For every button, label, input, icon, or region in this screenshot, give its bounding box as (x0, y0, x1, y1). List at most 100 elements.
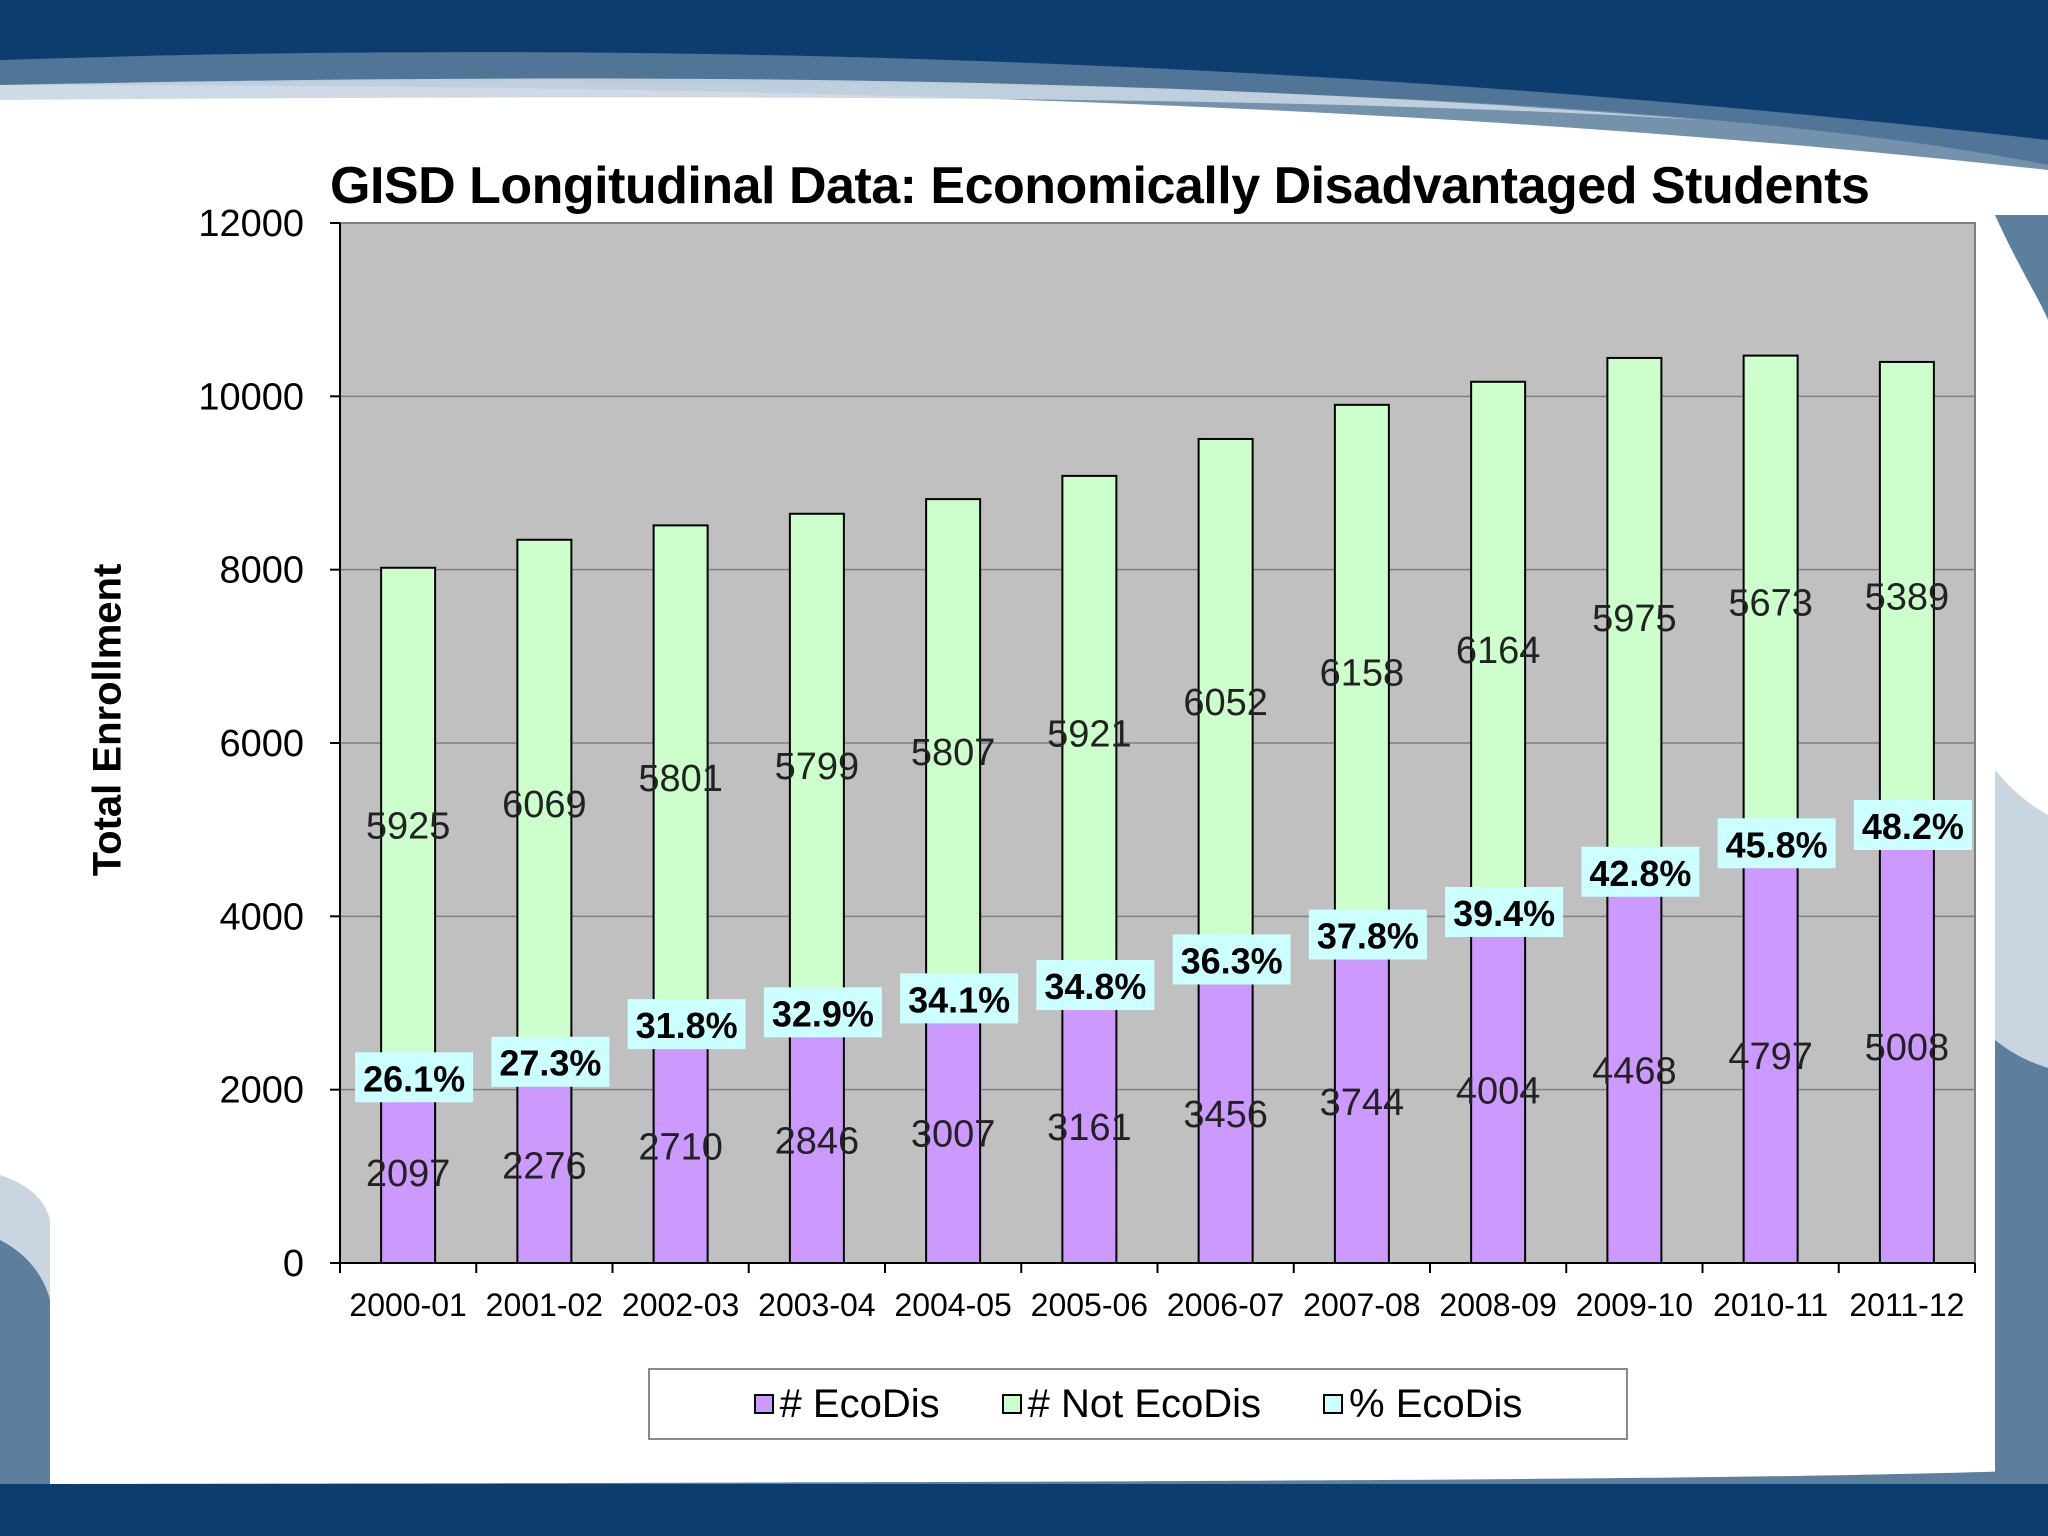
data-label-not-ecodis: 6052 (1183, 682, 1268, 724)
data-label-ecodis: 3007 (911, 1114, 996, 1156)
bar-ecodis (1333, 937, 1390, 1265)
legend-label-not-ecodis: # Not EcoDis (1027, 1381, 1262, 1426)
data-label-pct-ecodis: 37.8% (1317, 916, 1419, 957)
data-label-not-ecodis: 5673 (1728, 582, 1813, 624)
data-label-pct-ecodis: 34.8% (1044, 966, 1146, 1007)
y-tick-label: 6000 (219, 723, 304, 765)
pct-label-box (1172, 934, 1291, 985)
bar-not-ecodis (788, 512, 845, 1018)
legend-item-ecodis: # EcoDis (753, 1381, 940, 1427)
x-tick-label: 2010-11 (1713, 1287, 1828, 1323)
y-tick-label: 8000 (219, 550, 304, 592)
x-tick-label: 2001-02 (486, 1287, 603, 1323)
pct-label-box (1445, 886, 1564, 937)
data-label-pct-ecodis: 39.4% (1453, 893, 1555, 934)
x-tick-label: 2005-06 (1031, 1287, 1148, 1323)
bar-ecodis (1061, 988, 1118, 1265)
bar-not-ecodis (1742, 354, 1799, 849)
data-label-ecodis: 2097 (366, 1153, 451, 1195)
gridlines (340, 222, 1975, 1091)
bar-not-ecodis (380, 566, 437, 1083)
pct-label-box (491, 1036, 610, 1087)
y-tick-label: 10000 (198, 376, 304, 418)
legend-label-pct-ecodis: % EcoDis (1349, 1381, 1523, 1426)
legend: # EcoDis # Not EcoDis % EcoDis (648, 1368, 1628, 1440)
pct-label-box (627, 999, 746, 1050)
data-label-not-ecodis: 6069 (502, 784, 587, 826)
data-label-ecodis: 3456 (1183, 1094, 1268, 1136)
data-label-ecodis: 2276 (502, 1145, 587, 1187)
data-label-pct-ecodis: 26.1% (363, 1058, 465, 1099)
pct-label-box (355, 1052, 474, 1103)
data-label-ecodis: 4797 (1728, 1036, 1813, 1078)
data-label-pct-ecodis: 42.8% (1589, 853, 1691, 894)
data-label-not-ecodis: 5807 (911, 732, 996, 774)
data-label-pct-ecodis: 34.1% (908, 979, 1010, 1020)
legend-swatch-ecodis (753, 1394, 774, 1414)
data-label-pct-ecodis: 27.3% (499, 1043, 601, 1084)
data-label-pct-ecodis: 45.8% (1726, 824, 1828, 865)
bar-not-ecodis (1606, 356, 1663, 877)
bar-not-ecodis (925, 498, 982, 1004)
pct-label-box (763, 987, 882, 1038)
x-tick-label: 2003-04 (758, 1287, 875, 1323)
bar-ecodis (1878, 827, 1935, 1264)
pct-label-box (1853, 799, 1972, 850)
y-tick-label: 4000 (219, 896, 304, 938)
bars (380, 354, 1935, 1265)
bar-not-ecodis (1878, 360, 1935, 830)
data-label-pct-ecodis: 31.8% (636, 1005, 738, 1046)
legend-item-pct-ecodis: % EcoDis (1323, 1382, 1522, 1427)
legend-swatch-not-ecodis (1001, 1394, 1022, 1414)
data-labels: 2097 5925 26.1% 2276 6069 27.3% 2710 5801 31.8% 2… (355, 576, 1972, 1195)
y-tick-label: 2000 (219, 1070, 304, 1112)
y-axis-title-text: Total Enrollment (85, 563, 130, 877)
data-label-ecodis: 2846 (775, 1121, 860, 1163)
pct-label-box (1308, 909, 1427, 960)
bar-ecodis (1197, 962, 1254, 1264)
data-label-not-ecodis: 5921 (1047, 713, 1132, 755)
chart-title: GISD Longitudinal Data: Economically Dis… (330, 157, 1870, 215)
x-tick-label: 2004-05 (894, 1287, 1011, 1323)
bar-ecodis (1742, 846, 1799, 1264)
data-label-ecodis: 3161 (1047, 1107, 1132, 1149)
data-label-ecodis: 3744 (1320, 1082, 1405, 1124)
data-label-not-ecodis: 5389 (1865, 576, 1950, 618)
data-label-not-ecodis: 5975 (1592, 598, 1677, 640)
legend-label-ecodis: # EcoDis (779, 1381, 940, 1426)
legend-swatch-pct-ecodis (1323, 1394, 1344, 1414)
data-label-pct-ecodis: 48.2% (1862, 806, 1964, 847)
data-label-not-ecodis: 6158 (1320, 653, 1405, 695)
data-label-ecodis: 4004 (1456, 1070, 1541, 1112)
x-tick-label: 2002-03 (622, 1287, 739, 1323)
bar-ecodis (652, 1027, 709, 1264)
data-label-not-ecodis: 5925 (366, 806, 451, 848)
pct-label-box (1717, 818, 1836, 869)
x-tick-label: 2009-10 (1576, 1287, 1693, 1323)
bar-not-ecodis (516, 538, 573, 1067)
bar-not-ecodis (1333, 403, 1390, 940)
y-tick-label: 0 (283, 1243, 304, 1285)
axes: 0 2000 4000 6000 8000 10000 12000 2000-01 2001-0… (198, 203, 1976, 1323)
legend-item-not-ecodis: # Not EcoDis (1001, 1381, 1262, 1427)
x-tick-label: 2006-07 (1167, 1287, 1284, 1323)
x-tick-label: 2000-01 (349, 1287, 466, 1323)
y-tick-label: 12000 (198, 203, 304, 245)
bar-not-ecodis (1470, 380, 1527, 917)
pct-label-box (900, 973, 1019, 1024)
data-label-ecodis: 2710 (638, 1127, 723, 1169)
data-label-not-ecodis: 5801 (638, 758, 723, 800)
bar-ecodis (1470, 914, 1527, 1265)
x-tick-label: 2011-12 (1849, 1287, 1964, 1323)
data-label-pct-ecodis: 36.3% (1181, 940, 1283, 981)
data-label-not-ecodis: 5799 (775, 746, 860, 788)
data-label-not-ecodis: 6164 (1456, 630, 1541, 672)
bar-not-ecodis (1061, 474, 1118, 991)
bar-not-ecodis (1197, 437, 1254, 965)
pct-label-box (1036, 960, 1155, 1011)
data-label-ecodis: 4468 (1592, 1050, 1677, 1092)
data-label-ecodis: 5008 (1865, 1027, 1950, 1069)
pct-label-box (1581, 846, 1700, 897)
x-tick-label: 2007-08 (1303, 1287, 1420, 1323)
